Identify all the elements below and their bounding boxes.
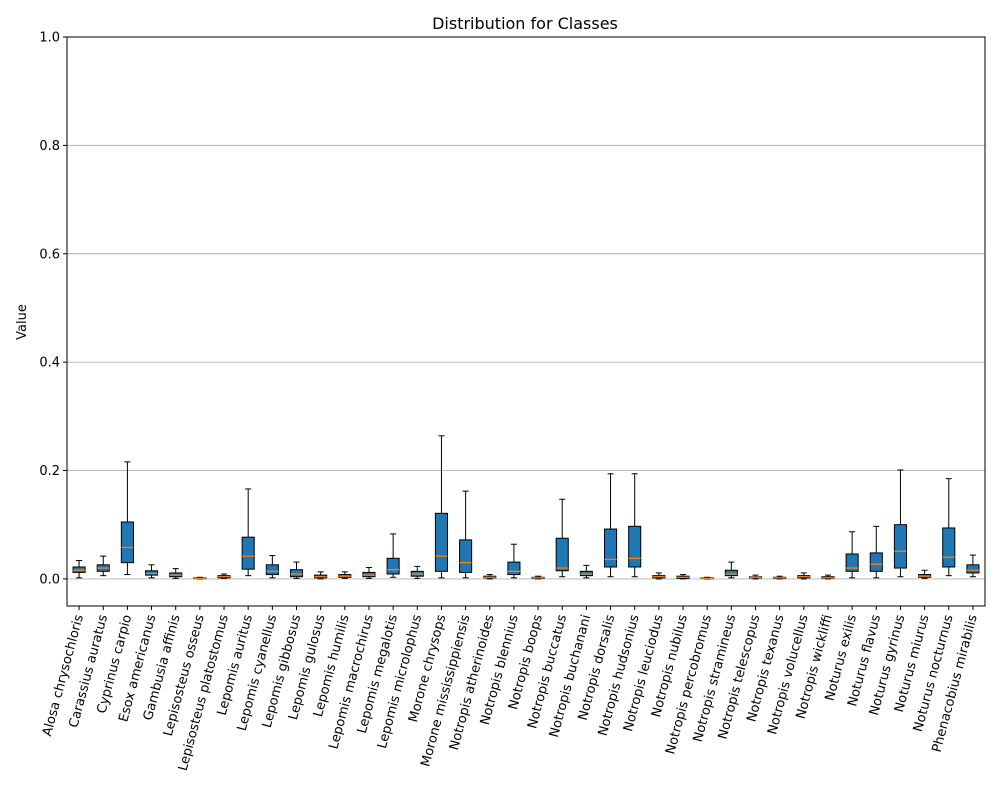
box-group — [748, 574, 763, 580]
box-group — [483, 574, 497, 580]
y-tick-label: 0.4 — [39, 356, 60, 371]
y-tick-label: 0.8 — [39, 139, 60, 154]
box-group — [289, 561, 304, 579]
box-group — [966, 554, 980, 578]
box-group — [434, 435, 448, 579]
box-group — [362, 567, 376, 579]
box-group — [555, 498, 569, 578]
box-group — [628, 473, 642, 578]
box-iqr — [893, 524, 907, 569]
box-iqr — [434, 512, 448, 572]
box-group — [507, 543, 521, 579]
box-group — [72, 559, 86, 579]
y-tick-label: 0.2 — [39, 464, 60, 479]
box-iqr — [459, 539, 473, 573]
box-group — [338, 571, 352, 579]
box-iqr — [966, 564, 980, 574]
box-iqr — [241, 536, 255, 570]
box-group — [918, 569, 932, 579]
box-iqr — [507, 561, 521, 576]
box-group — [410, 565, 424, 579]
y-tick-label: 0.6 — [39, 247, 60, 262]
box-group — [676, 574, 690, 580]
y-tick-label: 0.0 — [39, 572, 60, 587]
box-iqr — [289, 569, 304, 578]
box-group — [604, 473, 618, 578]
grid-lines — [67, 36, 985, 580]
box-iqr — [120, 521, 134, 564]
box-iqr — [845, 553, 859, 572]
box-group — [314, 571, 328, 580]
box-group — [459, 490, 473, 579]
box-iqr — [724, 569, 738, 577]
y-tick-label: 1.0 — [39, 31, 60, 46]
box-group — [652, 572, 666, 580]
box-iqr — [869, 552, 883, 572]
box-group — [893, 469, 907, 578]
box-group — [193, 576, 207, 580]
box-group — [241, 488, 255, 577]
box-iqr — [628, 525, 642, 568]
box-group — [700, 576, 714, 580]
box-group — [797, 572, 811, 580]
box-group — [531, 575, 545, 580]
box-iqr — [555, 537, 569, 572]
box-iqr — [604, 528, 618, 568]
box-iqr — [265, 564, 279, 576]
box-iqr — [942, 527, 956, 568]
box-iqr — [386, 557, 400, 575]
box-group — [579, 564, 593, 579]
box-group — [821, 574, 835, 580]
box-group — [773, 575, 787, 580]
boxes — [72, 435, 980, 580]
plot-frame — [66, 36, 986, 607]
box-group — [217, 573, 231, 579]
box-group — [724, 561, 738, 579]
box-group — [96, 555, 110, 577]
chart-title: Distribution for Classes — [432, 14, 618, 33]
box-group — [845, 531, 859, 579]
box-group — [265, 555, 279, 579]
box-group — [869, 525, 883, 579]
box-group — [145, 564, 159, 579]
y-axis-ticks: 0.0 0.2 0.4 0.6 0.8 1.0 — [39, 31, 67, 587]
box-group — [386, 533, 400, 578]
box-group — [942, 478, 956, 577]
box-group — [169, 568, 183, 579]
box-group — [120, 461, 134, 576]
y-axis-label: Value — [15, 304, 30, 340]
